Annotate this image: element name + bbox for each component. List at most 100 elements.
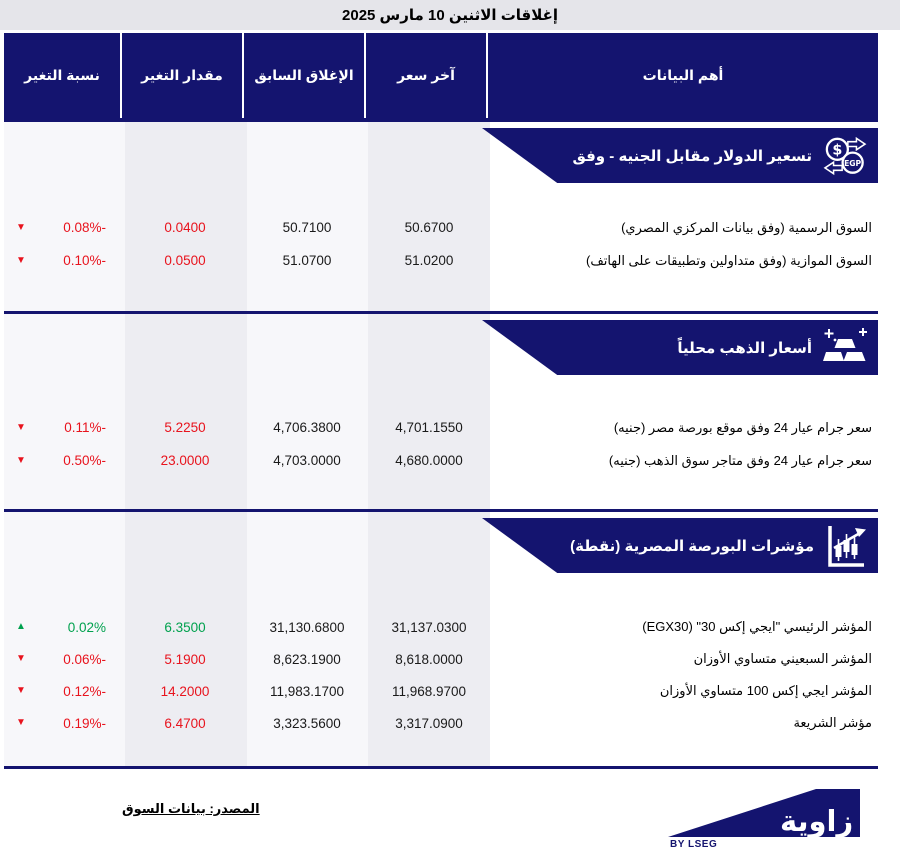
section-divider — [4, 766, 878, 769]
pct-value: -0.50% — [63, 453, 106, 468]
col-header-data: أهم البيانات — [488, 33, 878, 118]
row-last-price: 8,618.0000 — [395, 651, 463, 667]
row-label: سعر جرام عيار 24 وفق موقع بورصة مصر (جني… — [613, 419, 872, 435]
table-section: $ EGP تسعير الدولار مقابل الجنيه - وفق ا… — [4, 122, 878, 311]
gold-bars-icon — [823, 327, 867, 361]
table-row: المؤشر الرئيسي "ايجي إكس 30" (EGX30) 31,… — [4, 611, 878, 643]
row-last-price: 3,317.0900 — [395, 715, 463, 731]
column-stripe — [4, 122, 125, 769]
row-prev-close: 8,623.1900 — [273, 651, 341, 667]
row-last-price: 4,680.0000 — [395, 453, 463, 468]
column-stripe — [247, 122, 368, 769]
row-change-amount: 6.3500 — [164, 619, 206, 635]
row-change-amount: 14.2000 — [160, 683, 210, 699]
zawya-logo: زاوية BY LSEG — [668, 787, 860, 850]
row-label: المؤشر ايجي إكس 100 متساوي الأوزان — [659, 683, 872, 698]
row-change-pct: -0.12% ▼ — [4, 684, 124, 699]
table-row: مؤشر الشريعة 3,317.0900 3,323.5600 6.470… — [4, 707, 878, 739]
section-icon: $ EGP — [822, 135, 868, 177]
page-title: إغلاقات الاثنين 10 مارس 2025 — [0, 0, 900, 30]
section-title: أسعار الذهب محلياً — [677, 339, 812, 357]
row-last-price: 4,701.1550 — [395, 420, 463, 435]
row-change-pct: -0.08% ▼ — [4, 220, 124, 235]
section-rows: المؤشر الرئيسي "ايجي إكس 30" (EGX30) 31,… — [4, 611, 878, 739]
table-row: المؤشر السبعيني متساوي الأوزان 8,618.000… — [4, 643, 878, 675]
section-divider — [4, 509, 878, 512]
row-label: المؤشر السبعيني متساوي الأوزان — [693, 651, 872, 666]
source-note: المصدر: بيانات السوق — [122, 801, 260, 816]
section-banner: مؤشرات البورصة المصرية (نقطة) — [482, 518, 878, 573]
row-change-pct: -0.11% ▼ — [4, 420, 124, 435]
row-last-price: 51.0200 — [404, 253, 454, 268]
row-prev-close: 4,706.3800 — [273, 420, 341, 435]
row-label: السوق الموازية (وفق متداولين وتطبيقات عل… — [586, 252, 872, 268]
table-section: مؤشرات البورصة المصرية (نقطة) المؤشر الر… — [4, 512, 878, 766]
row-prev-close: 51.0700 — [282, 253, 332, 268]
direction-arrow-icon: ▼ — [16, 421, 26, 433]
col-header-prev-close: الإغلاق السابق — [244, 33, 364, 118]
direction-arrow-icon: ▼ — [16, 653, 26, 664]
row-prev-close: 3,323.5600 — [273, 715, 341, 731]
row-change-pct: -0.50% ▼ — [4, 453, 124, 468]
table-row: المؤشر ايجي إكس 100 متساوي الأوزان 11,96… — [4, 675, 878, 707]
row-change-amount: 5.1900 — [164, 651, 206, 667]
column-stripe — [368, 122, 490, 769]
col-header-change-pct: نسبة التغير — [4, 33, 120, 118]
row-label: السوق الرسمية (وفق بيانات المركزي المصري… — [621, 219, 872, 235]
pct-value: -0.19% — [63, 715, 106, 731]
table-header: أهم البيانات آخر سعر الإغلاق السابق مقدا… — [4, 33, 878, 118]
row-label: مؤشر الشريعة — [793, 715, 872, 730]
direction-arrow-icon: ▼ — [16, 254, 26, 266]
row-change-pct: -0.10% ▼ — [4, 253, 124, 268]
direction-arrow-icon: ▼ — [16, 454, 26, 466]
direction-arrow-icon: ▲ — [16, 621, 26, 632]
table-row: سعر جرام عيار 24 وفق متاجر سوق الذهب (جن… — [4, 444, 878, 477]
row-change-amount: 5.2250 — [164, 420, 206, 435]
row-prev-close: 31,130.6800 — [269, 619, 345, 635]
table-row: سعر جرام عيار 24 وفق موقع بورصة مصر (جني… — [4, 411, 878, 444]
direction-arrow-icon: ▼ — [16, 221, 26, 233]
currency-exchange-icon: $ EGP — [823, 136, 867, 175]
pct-value: -0.06% — [63, 651, 106, 667]
row-last-price: 31,137.0300 — [391, 619, 467, 635]
pct-value: -0.11% — [64, 420, 106, 435]
column-stripe — [125, 122, 247, 769]
section-divider — [4, 311, 878, 314]
pct-value: -0.12% — [63, 683, 106, 699]
logo-byline: BY LSEG — [670, 839, 718, 850]
row-last-price: 11,968.9700 — [391, 683, 467, 699]
pct-value: 0.02% — [67, 619, 106, 635]
section-banner: $ EGP تسعير الدولار مقابل الجنيه - وفق — [482, 128, 878, 183]
report-footer: المصدر: بيانات السوق زاوية BY LSEG — [0, 769, 900, 866]
col-header-change-amount: مقدار التغير — [122, 33, 242, 118]
row-prev-close: 11,983.1700 — [269, 683, 345, 699]
logo-triangle-icon — [668, 789, 860, 837]
row-change-amount: 0.0500 — [164, 253, 206, 268]
svg-text:$: $ — [832, 142, 842, 158]
direction-arrow-icon: ▼ — [16, 717, 26, 728]
section-icon — [824, 524, 868, 568]
row-label: المؤشر الرئيسي "ايجي إكس 30" (EGX30) — [642, 619, 872, 634]
row-label: سعر جرام عيار 24 وفق متاجر سوق الذهب (جن… — [608, 452, 872, 468]
row-change-pct: 0.02% ▲ — [4, 620, 124, 635]
row-change-amount: 23.0000 — [160, 453, 210, 468]
section-banner: أسعار الذهب محلياً — [482, 320, 878, 375]
svg-text:EGP: EGP — [844, 159, 861, 168]
section-icon — [822, 327, 868, 368]
zawya-logo-shape: زاوية — [668, 787, 860, 837]
section-title: تسعير الدولار مقابل الجنيه - وفق — [572, 147, 812, 165]
row-change-amount: 6.4700 — [164, 715, 206, 731]
row-last-price: 50.6700 — [404, 220, 454, 235]
logo-wordmark: زاوية — [780, 805, 854, 838]
row-change-pct: -0.06% ▼ — [4, 652, 124, 667]
header-divider — [4, 118, 878, 122]
pct-value: -0.10% — [63, 253, 106, 268]
candlestick-chart-icon — [828, 525, 866, 567]
data-table: أهم البيانات آخر سعر الإغلاق السابق مقدا… — [4, 33, 878, 769]
table-section: أسعار الذهب محلياً سعر جرام عيار 24 وفق … — [4, 314, 878, 509]
table-row: السوق الموازية (وفق متداولين وتطبيقات عل… — [4, 244, 878, 277]
row-prev-close: 50.7100 — [282, 220, 332, 235]
section-title: مؤشرات البورصة المصرية (نقطة) — [570, 537, 814, 555]
row-prev-close: 4,703.0000 — [273, 453, 341, 468]
